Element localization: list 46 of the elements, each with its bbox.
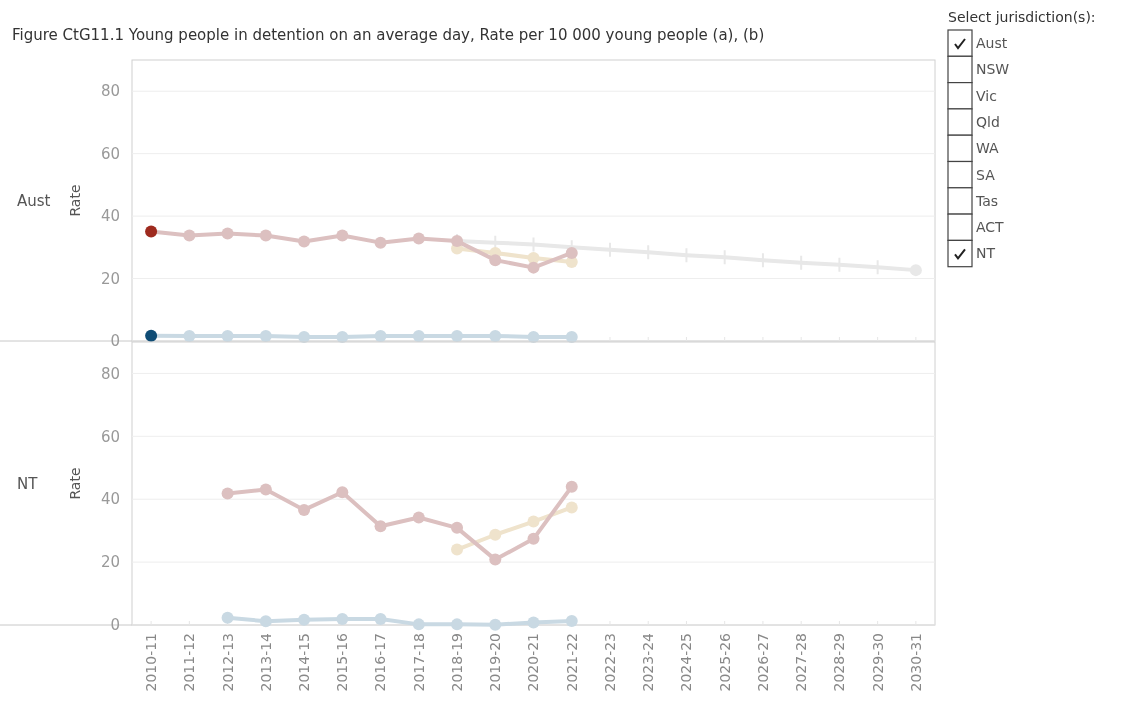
x-tick-label: 2024-25 xyxy=(678,633,695,692)
y-tick-label: 20 xyxy=(100,269,120,288)
category-label: NT xyxy=(976,245,996,262)
y-tick-label: 40 xyxy=(100,490,120,509)
y-tick-label: 0 xyxy=(110,616,120,635)
y-tick-label: 40 xyxy=(100,207,120,226)
x-tick-label: 2015-16 xyxy=(334,632,351,692)
category-label: Qld xyxy=(976,113,1000,130)
category-label: ACT xyxy=(976,219,1005,236)
text: Select jurisdiction(s): xyxy=(948,9,1096,25)
y-axis-title: Rate xyxy=(67,184,83,217)
x-tick-label: 2025-26 xyxy=(716,632,733,692)
x-tick-label: 2020-21 xyxy=(525,633,542,692)
y-tick-label: 60 xyxy=(100,144,120,163)
y-tick-label: 80 xyxy=(100,82,120,101)
x-tick-label: 2010-11 xyxy=(143,633,160,692)
y-tick-label: 60 xyxy=(100,427,120,446)
x-tick-label: 2029-30 xyxy=(869,633,886,692)
y-axis-title: Rate xyxy=(67,467,83,500)
x-tick-label: 2016-17 xyxy=(372,633,389,692)
x-tick-label: 2017-18 xyxy=(410,633,427,692)
x-tick-label: 2021-22 xyxy=(563,633,580,692)
y-tick-label: 80 xyxy=(100,364,120,383)
x-tick-label: 2028-29 xyxy=(831,633,848,692)
x-tick-label: 2027-28 xyxy=(793,633,810,692)
x-tick-label: 2022-23 xyxy=(601,633,618,692)
category-label: Tas xyxy=(975,192,999,209)
category-label: NSW xyxy=(976,61,1010,78)
x-tick-label: 2018-19 xyxy=(448,633,465,692)
x-tick-label: 2023-24 xyxy=(640,632,657,692)
y-tick-label: 20 xyxy=(100,553,120,572)
text: NT xyxy=(17,474,39,493)
x-tick-label: 2013-14 xyxy=(257,632,274,692)
x-tick-label: 2014-15 xyxy=(295,633,312,692)
x-tick-label: 2012-13 xyxy=(219,633,236,692)
x-tick-label: 2026-27 xyxy=(754,633,771,692)
x-tick-label: 2011-12 xyxy=(181,633,198,692)
x-tick-label: 2030-31 xyxy=(907,633,924,692)
chart-title: Figure CtG11.1 Young people in detention on an average day, Rate per 10 000 young people (a), (b) xyxy=(12,26,765,44)
text: Aust xyxy=(17,191,51,210)
y-tick-label: 0 xyxy=(110,332,120,351)
category-label: Aust xyxy=(976,35,1008,52)
category-label: WA xyxy=(976,140,1000,157)
category-label: Vic xyxy=(976,87,997,104)
category-label: SA xyxy=(976,166,996,183)
x-tick-label: 2019-20 xyxy=(487,633,504,692)
